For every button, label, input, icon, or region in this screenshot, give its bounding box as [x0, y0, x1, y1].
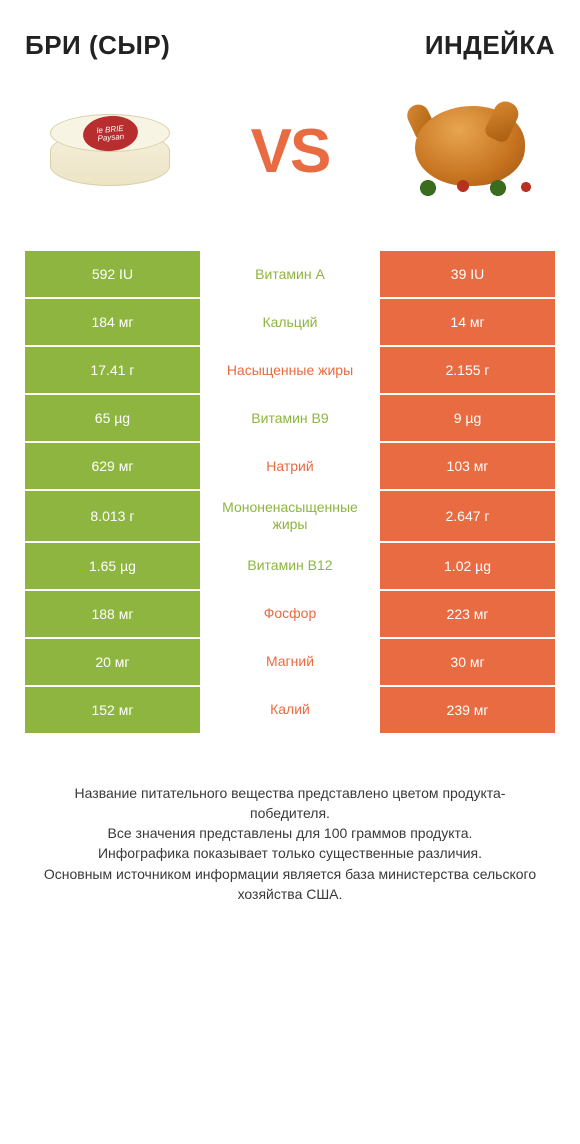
- title-right: ИНДЕЙКА: [425, 30, 555, 61]
- footer-line: Основным источником информации является …: [35, 864, 545, 905]
- nutrient-label: Витамин B9: [200, 395, 380, 441]
- right-value: 1.02 µg: [380, 543, 555, 589]
- table-row: 152 мгКалий239 мг: [25, 687, 555, 733]
- left-value: 592 IU: [25, 251, 200, 297]
- footer-line: Название питательного вещества представл…: [35, 783, 545, 824]
- left-value: 8.013 г: [25, 491, 200, 541]
- comparison-table: 592 IUВитамин A39 IU184 мгКальций14 мг17…: [25, 251, 555, 733]
- footer-line: Все значения представлены для 100 граммо…: [35, 823, 545, 843]
- left-value: 152 мг: [25, 687, 200, 733]
- table-row: 20 мгМагний30 мг: [25, 639, 555, 685]
- left-value: 65 µg: [25, 395, 200, 441]
- nutrient-label: Магний: [200, 639, 380, 685]
- left-value: 1.65 µg: [25, 543, 200, 589]
- right-value: 14 мг: [380, 299, 555, 345]
- left-value: 20 мг: [25, 639, 200, 685]
- right-value: 9 µg: [380, 395, 555, 441]
- cheese-label-bottom: Paysan: [97, 132, 124, 142]
- left-value: 184 мг: [25, 299, 200, 345]
- nutrient-label: Насыщенные жиры: [200, 347, 380, 393]
- nutrient-label: Фосфор: [200, 591, 380, 637]
- right-value: 39 IU: [380, 251, 555, 297]
- nutrient-label: Витамин B12: [200, 543, 380, 589]
- left-value: 188 мг: [25, 591, 200, 637]
- table-row: 592 IUВитамин A39 IU: [25, 251, 555, 297]
- right-value: 2.647 г: [380, 491, 555, 541]
- nutrient-label: Натрий: [200, 443, 380, 489]
- left-value: 629 мг: [25, 443, 200, 489]
- nutrient-label: Витамин A: [200, 251, 380, 297]
- table-row: 17.41 гНасыщенные жиры2.155 г: [25, 347, 555, 393]
- nutrient-label: Калий: [200, 687, 380, 733]
- table-row: 65 µgВитамин B99 µg: [25, 395, 555, 441]
- table-row: 8.013 гМононенасыщенные жиры2.647 г: [25, 491, 555, 541]
- right-value: 30 мг: [380, 639, 555, 685]
- table-row: 1.65 µgВитамин B121.02 µg: [25, 543, 555, 589]
- vs-row: le BRIE Paysan VS: [25, 91, 555, 211]
- nutrient-label: Мононенасыщенные жиры: [200, 491, 380, 541]
- right-value: 223 мг: [380, 591, 555, 637]
- infographic-container: БРИ (СЫР) ИНДЕЙКА le BRIE Paysan VS 592: [0, 0, 580, 934]
- footer-notes: Название питательного вещества представл…: [25, 783, 555, 905]
- title-left: БРИ (СЫР): [25, 30, 170, 61]
- table-row: 188 мгФосфор223 мг: [25, 591, 555, 637]
- left-value: 17.41 г: [25, 347, 200, 393]
- right-value: 2.155 г: [380, 347, 555, 393]
- vs-label: VS: [251, 116, 330, 187]
- titles-row: БРИ (СЫР) ИНДЕЙКА: [25, 30, 555, 61]
- table-row: 184 мгКальций14 мг: [25, 299, 555, 345]
- turkey-image: [395, 91, 545, 211]
- footer-line: Инфографика показывает только существенн…: [35, 843, 545, 863]
- cheese-image: le BRIE Paysan: [35, 91, 185, 211]
- right-value: 239 мг: [380, 687, 555, 733]
- table-row: 629 мгНатрий103 мг: [25, 443, 555, 489]
- right-value: 103 мг: [380, 443, 555, 489]
- nutrient-label: Кальций: [200, 299, 380, 345]
